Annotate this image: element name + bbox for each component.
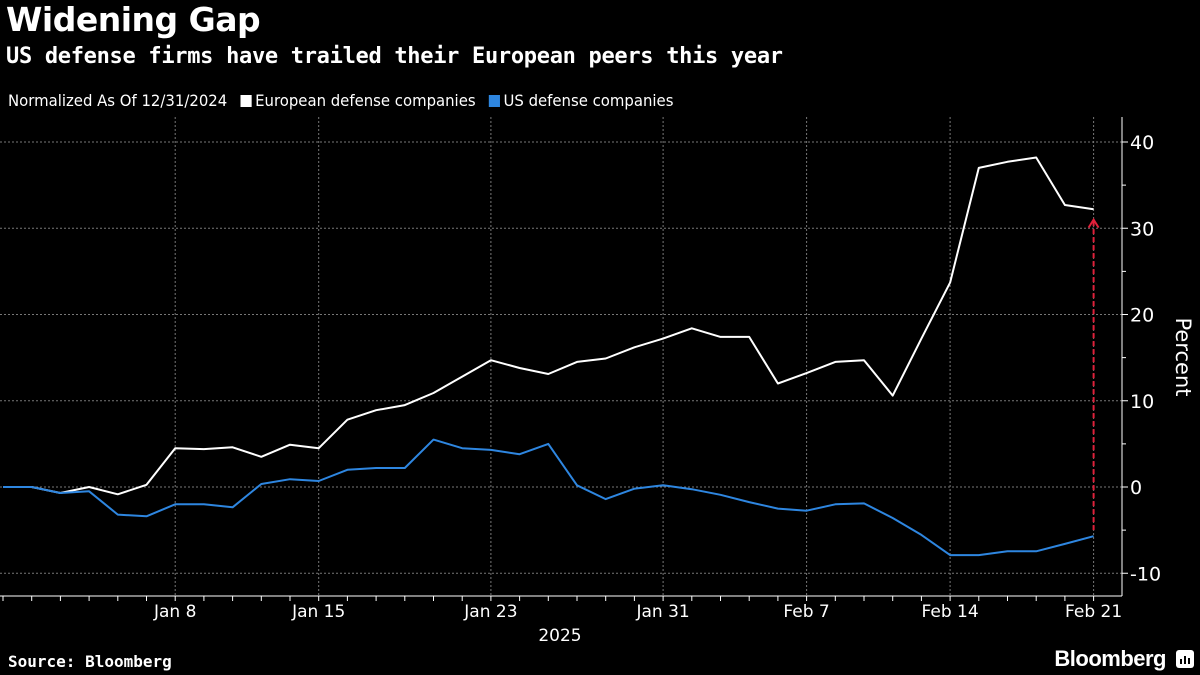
y-axis-label: Percent <box>1171 317 1195 396</box>
x-tick-label: Jan 15 <box>291 602 345 622</box>
legend-label-us: US defense companies <box>503 91 674 110</box>
x-tick-label: Jan 8 <box>153 602 196 622</box>
legend-swatch-european <box>240 94 252 107</box>
chart-subtitle: US defense firms have trailed their Euro… <box>6 44 783 69</box>
x-axis-label: 2025 <box>538 626 581 646</box>
chart-title: Widening Gap <box>6 0 261 39</box>
legend-item-us: US defense companies <box>488 91 674 110</box>
legend-note: Normalized As Of 12/31/2024 <box>8 91 227 110</box>
gap-arrow-head-icon <box>1087 217 1100 229</box>
grid <box>0 117 1122 596</box>
bloomberg-logo: Bloomberg <box>1054 646 1166 671</box>
x-tick-label: Jan 31 <box>635 602 689 622</box>
legend-item-european: European defense companies <box>240 91 476 110</box>
series <box>3 156 1094 557</box>
x-tick-label: Feb 21 <box>1065 602 1122 622</box>
legend-note-text: Normalized As Of 12/31/2024 <box>8 91 228 110</box>
axes: -10 0 10 20 30 40 Jan 8 Jan 15 Jan 23 Jan 31 Feb 7… <box>0 117 1161 622</box>
series-line-european <box>3 156 1094 496</box>
legend: Normalized As Of 12/31/2024 European def… <box>8 91 686 110</box>
x-tick-label: Feb 14 <box>922 602 979 622</box>
x-tick-label: Jan 23 <box>463 602 517 622</box>
y-tick-label: 40 <box>1130 132 1154 154</box>
y-tick-label: 0 <box>1130 477 1142 499</box>
x-tick-label: Feb 7 <box>783 602 829 622</box>
y-tick-label: -10 <box>1130 563 1161 585</box>
legend-label-european: European defense companies <box>255 91 476 110</box>
bloomberg-chart-icon <box>1176 650 1194 668</box>
source-note: Source: Bloomberg <box>8 652 172 671</box>
legend-swatch-us <box>488 94 500 107</box>
annotations <box>1087 217 1100 531</box>
y-tick-label: 30 <box>1130 218 1154 240</box>
series-line-us <box>3 438 1094 557</box>
y-tick-label: 20 <box>1130 305 1154 327</box>
y-tick-label: 10 <box>1130 391 1154 413</box>
